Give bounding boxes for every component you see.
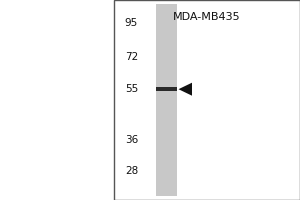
Bar: [156, 4, 177, 196]
Bar: [156, 87, 177, 91]
Bar: [0, 0, 114, 200]
Text: MDA-MB435: MDA-MB435: [173, 12, 241, 22]
Text: 55: 55: [125, 84, 138, 94]
Text: 72: 72: [125, 52, 138, 62]
Bar: [114, 0, 300, 200]
Text: 36: 36: [125, 135, 138, 145]
Text: 95: 95: [125, 18, 138, 28]
Text: 28: 28: [125, 166, 138, 176]
Polygon shape: [178, 83, 192, 96]
